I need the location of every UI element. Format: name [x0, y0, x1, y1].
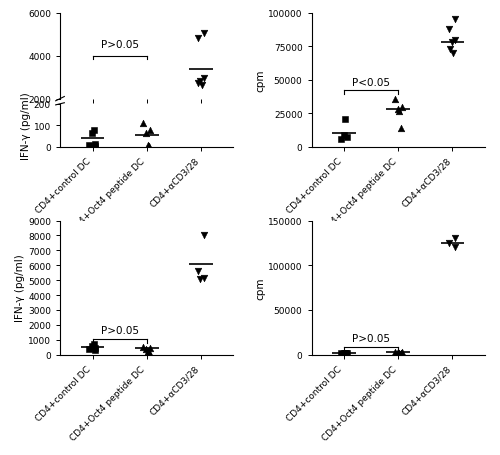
Point — [342, 116, 349, 123]
Point — [91, 139, 99, 146]
Point — [390, 96, 398, 103]
Point — [146, 143, 154, 150]
Point — [452, 244, 460, 252]
Point — [446, 46, 454, 53]
Text: P>0.05: P>0.05 — [352, 334, 390, 344]
Point — [336, 136, 344, 144]
Point — [398, 104, 406, 111]
Point — [146, 126, 154, 134]
Point — [90, 341, 98, 348]
Point — [340, 349, 348, 357]
Point — [397, 349, 405, 357]
Point — [91, 347, 99, 354]
Point — [90, 126, 98, 134]
Point — [142, 137, 150, 145]
Point — [196, 79, 204, 86]
Y-axis label: cpm: cpm — [255, 277, 265, 299]
Point — [91, 138, 99, 146]
Point — [91, 141, 99, 148]
Point — [91, 345, 99, 352]
Point — [445, 240, 453, 247]
Point — [342, 350, 350, 357]
Y-axis label: cpm: cpm — [255, 69, 265, 92]
Point — [85, 142, 93, 149]
Point — [144, 138, 152, 146]
Point — [142, 346, 150, 353]
Point — [88, 130, 96, 137]
Point — [139, 344, 147, 351]
Point — [340, 132, 348, 139]
Y-axis label: IFN-γ (pg/ml): IFN-γ (pg/ml) — [21, 92, 31, 160]
Text: P>0.05: P>0.05 — [100, 325, 138, 335]
Point — [194, 80, 202, 87]
Point — [342, 349, 349, 356]
Point — [200, 275, 208, 282]
Point — [394, 106, 402, 114]
Point — [451, 17, 459, 24]
Point — [144, 142, 152, 149]
Point — [445, 26, 453, 33]
Point — [85, 138, 93, 146]
Point — [336, 349, 344, 357]
Point — [200, 30, 207, 38]
Point — [398, 349, 406, 356]
Point — [342, 349, 350, 357]
Point — [139, 120, 147, 127]
Point — [395, 108, 403, 115]
Point — [88, 343, 96, 350]
Point — [91, 143, 99, 150]
Point — [146, 349, 154, 356]
Point — [451, 235, 459, 243]
Point — [390, 349, 398, 356]
Point — [200, 76, 208, 83]
Point — [395, 349, 403, 356]
Text: P<0.05: P<0.05 — [352, 78, 390, 88]
Point — [142, 130, 150, 137]
Point — [194, 36, 202, 43]
Point — [144, 348, 152, 355]
Point — [397, 125, 405, 132]
Point — [342, 135, 350, 142]
Point — [449, 50, 457, 57]
Point — [139, 136, 147, 144]
Point — [90, 137, 98, 144]
Point — [200, 233, 207, 240]
Text: P>0.05: P>0.05 — [100, 40, 138, 50]
Point — [194, 268, 202, 275]
Y-axis label: IFN-γ (pg/ml): IFN-γ (pg/ml) — [15, 254, 25, 322]
Point — [146, 344, 154, 352]
Point — [196, 276, 204, 283]
Point — [88, 137, 96, 145]
Point — [146, 139, 154, 146]
Point — [394, 349, 402, 356]
Point — [146, 137, 154, 144]
Point — [198, 82, 205, 89]
Point — [85, 346, 93, 353]
Point — [452, 37, 460, 44]
Point — [448, 40, 456, 47]
